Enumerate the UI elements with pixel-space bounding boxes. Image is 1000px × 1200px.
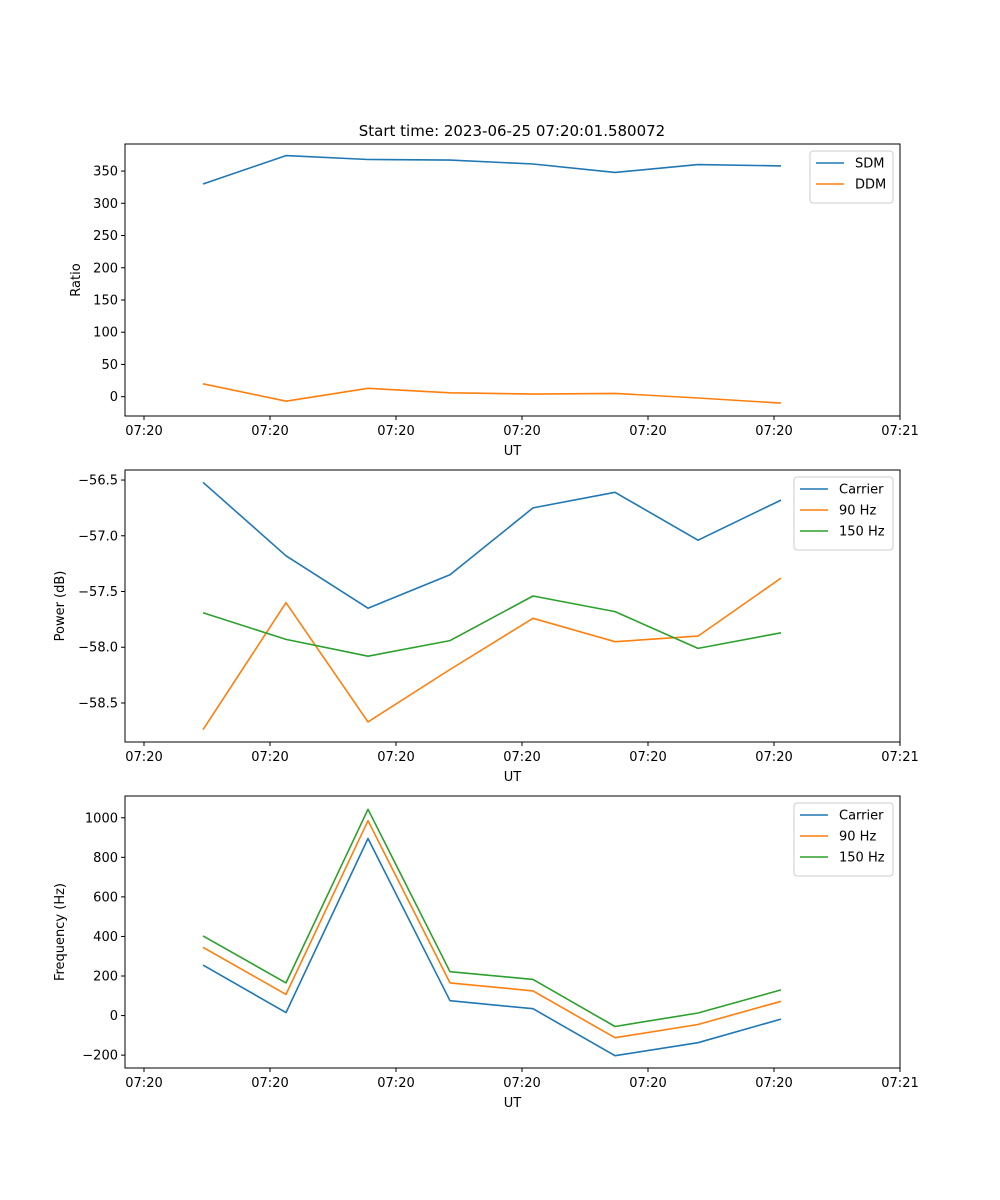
x-tick-label: 07:20 bbox=[125, 750, 162, 765]
y-tick-label: 0 bbox=[110, 1009, 118, 1024]
series-line-150-hz bbox=[202, 595, 782, 658]
x-tick-label: 07:20 bbox=[629, 424, 666, 439]
legend-box bbox=[809, 150, 894, 204]
legend-label: DDM bbox=[855, 178, 886, 193]
x-tick-label: 07:20 bbox=[503, 1076, 540, 1091]
x-tick-label: 07:20 bbox=[251, 424, 288, 439]
legend-label: Carrier bbox=[839, 483, 884, 498]
x-tick-label: 07:20 bbox=[629, 1076, 666, 1091]
panel-2: −58.5 −58.0 −57.5 −57.0 −56.5 07:20 07:20 07:20… bbox=[53, 469, 919, 785]
x-tick-label: 07:20 bbox=[125, 424, 162, 439]
x-tick-label: 07:21 bbox=[881, 750, 918, 765]
axes-frame bbox=[124, 469, 901, 743]
legend: Carrier 90 Hz 150 Hz bbox=[793, 802, 894, 877]
y-tick-label: 150 bbox=[93, 293, 118, 308]
x-tick-label: 07:20 bbox=[755, 1076, 792, 1091]
y-tick-label: 250 bbox=[93, 229, 118, 244]
x-tick-label: 07:20 bbox=[125, 1076, 162, 1091]
x-axis-label: UT bbox=[504, 770, 522, 785]
panels: 0 50 100 150 200 250 300 350 07:20 07:20 07:20 07:2… bbox=[53, 143, 919, 1111]
x-tick-label: 07:20 bbox=[251, 1076, 288, 1091]
panel-1: 0 50 100 150 200 250 300 350 07:20 07:20 07:20 07:2… bbox=[69, 143, 919, 459]
y-tick-label: 800 bbox=[93, 851, 118, 866]
y-tick-label: 50 bbox=[101, 358, 118, 373]
axes-frame bbox=[124, 143, 901, 417]
y-tick-label: 200 bbox=[93, 261, 118, 276]
x-tick-label: 07:20 bbox=[377, 750, 414, 765]
y-tick-label: −58.5 bbox=[78, 696, 118, 711]
x-tick-label: 07:20 bbox=[755, 750, 792, 765]
series-line-90-hz bbox=[202, 577, 782, 731]
legend-label: 90 Hz bbox=[839, 504, 876, 519]
legend-label: 150 Hz bbox=[839, 525, 885, 540]
legend-label: SDM bbox=[855, 157, 884, 172]
y-axis-label: Ratio bbox=[69, 263, 84, 296]
x-tick-label: 07:20 bbox=[755, 424, 792, 439]
x-tick-label: 07:20 bbox=[503, 750, 540, 765]
x-tick-label: 07:20 bbox=[377, 1076, 414, 1091]
axes-frame bbox=[124, 795, 901, 1069]
x-tick-label: 07:20 bbox=[503, 424, 540, 439]
y-axis-label: Power (dB) bbox=[53, 571, 68, 642]
y-tick-label: 300 bbox=[93, 197, 118, 212]
series-line-150-hz bbox=[202, 808, 782, 1028]
x-tick-label: 07:20 bbox=[251, 750, 288, 765]
y-tick-label: −58.0 bbox=[78, 641, 118, 656]
x-tick-label: 07:21 bbox=[881, 424, 918, 439]
legend-label: 150 Hz bbox=[839, 851, 885, 866]
series-line-carrier bbox=[202, 481, 782, 610]
x-tick-label: 07:21 bbox=[881, 1076, 918, 1091]
legend: Carrier 90 Hz 150 Hz bbox=[793, 476, 894, 551]
figure-title: Start time: 2023-06-25 07:20:01.580072 bbox=[359, 122, 665, 140]
series-line-sdm bbox=[202, 154, 782, 185]
y-tick-label: 0 bbox=[110, 390, 118, 405]
y-tick-label: 200 bbox=[93, 970, 118, 985]
y-tick-label: 100 bbox=[93, 326, 118, 341]
legend-label: 90 Hz bbox=[839, 830, 876, 845]
panel-3: −200 0 200 400 600 800 1000 07:20 07:20 07:20 07:2… bbox=[53, 795, 919, 1111]
y-tick-label: 1000 bbox=[85, 811, 118, 826]
series-line-carrier bbox=[202, 837, 782, 1057]
x-tick-label: 07:20 bbox=[629, 750, 666, 765]
y-tick-label: 400 bbox=[93, 930, 118, 945]
legend: SDM DDM bbox=[809, 150, 894, 204]
y-axis-label: Frequency (Hz) bbox=[53, 883, 68, 981]
legend-label: Carrier bbox=[839, 809, 884, 824]
x-axis-label: UT bbox=[504, 444, 522, 459]
y-tick-label: −56.5 bbox=[78, 474, 118, 489]
x-tick-label: 07:20 bbox=[377, 424, 414, 439]
y-tick-label: −200 bbox=[82, 1049, 118, 1064]
y-tick-label: −57.5 bbox=[78, 585, 118, 600]
x-axis-label: UT bbox=[504, 1096, 522, 1111]
series-line-90-hz bbox=[202, 819, 782, 1039]
series-line-ddm bbox=[202, 383, 782, 404]
y-tick-label: 600 bbox=[93, 890, 118, 905]
y-tick-label: 350 bbox=[93, 165, 118, 180]
y-tick-label: −57.0 bbox=[78, 529, 118, 544]
